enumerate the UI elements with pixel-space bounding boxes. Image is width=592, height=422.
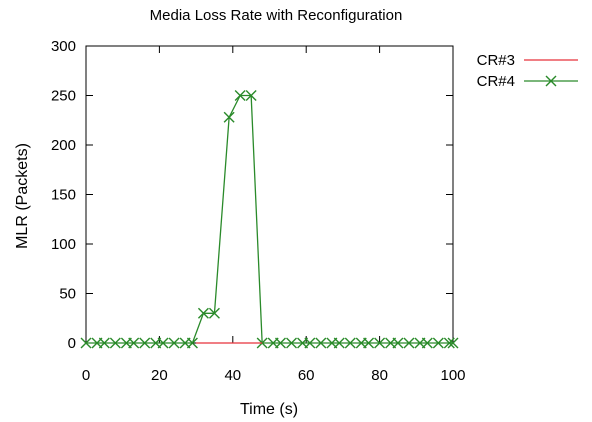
data-point-cr4 bbox=[234, 90, 246, 101]
data-point-cr4 bbox=[186, 337, 198, 349]
x-tick-label: 80 bbox=[371, 367, 388, 384]
y-tick-label: 100 bbox=[51, 236, 76, 253]
x-tick-label: 100 bbox=[440, 367, 465, 384]
y-tick-label: 250 bbox=[51, 88, 76, 105]
legend-marker-cr4 bbox=[545, 75, 557, 87]
data-point-cr4 bbox=[432, 337, 444, 349]
chart-title: Media Loss Rate with Reconfiguration bbox=[150, 7, 403, 24]
data-point-cr4 bbox=[245, 90, 257, 101]
data-point-cr4 bbox=[392, 337, 404, 349]
legend-label-cr4: CR#4 bbox=[477, 73, 515, 90]
y-axis-label: MLR (Packets) bbox=[14, 143, 31, 249]
data-point-cr4 bbox=[374, 337, 386, 349]
data-point-cr4 bbox=[197, 307, 209, 319]
data-point-cr4 bbox=[223, 111, 235, 123]
y-tick-label: 0 bbox=[68, 335, 76, 352]
data-point-cr4 bbox=[98, 337, 110, 349]
data-point-cr4 bbox=[363, 337, 375, 349]
series-line-cr4 bbox=[86, 94, 453, 344]
data-point-cr4 bbox=[443, 337, 455, 349]
data-point-cr4 bbox=[315, 337, 327, 349]
legend-label-cr3: CR#3 bbox=[477, 52, 515, 69]
series-layer bbox=[80, 90, 459, 349]
data-point-cr4 bbox=[109, 337, 121, 349]
data-point-cr4 bbox=[168, 337, 180, 349]
series-cr4 bbox=[80, 90, 459, 349]
y-tick-label: 200 bbox=[51, 137, 76, 154]
y-tick-label: 300 bbox=[51, 38, 76, 55]
data-point-cr4 bbox=[447, 337, 459, 349]
data-point-cr4 bbox=[344, 337, 356, 349]
data-point-cr4 bbox=[80, 337, 92, 349]
x-tick-label: 0 bbox=[82, 367, 90, 384]
data-point-cr4 bbox=[304, 337, 316, 349]
y-tick-label: 150 bbox=[51, 187, 76, 204]
y-tick-label: 50 bbox=[59, 286, 76, 303]
data-point-cr4 bbox=[139, 337, 151, 349]
data-point-cr4 bbox=[333, 337, 345, 349]
data-point-cr4 bbox=[275, 337, 287, 349]
data-point-cr4 bbox=[421, 337, 433, 349]
x-axis: 0 20 40 60 80 100 bbox=[82, 46, 466, 384]
data-point-cr4 bbox=[403, 337, 415, 349]
data-point-cr4 bbox=[157, 337, 169, 349]
x-tick-label: 60 bbox=[298, 367, 315, 384]
x-tick-label: 20 bbox=[151, 367, 168, 384]
data-point-cr4 bbox=[286, 337, 298, 349]
data-point-cr4 bbox=[208, 307, 220, 319]
x-axis-label: Time (s) bbox=[240, 401, 298, 418]
data-point-cr4 bbox=[128, 337, 140, 349]
plot-frame bbox=[85, 45, 454, 344]
x-tick-label: 40 bbox=[224, 367, 241, 384]
legend: CR#3 CR#4 bbox=[477, 52, 578, 90]
y-axis: 0 50 100 150 200 250 300 bbox=[51, 38, 453, 352]
